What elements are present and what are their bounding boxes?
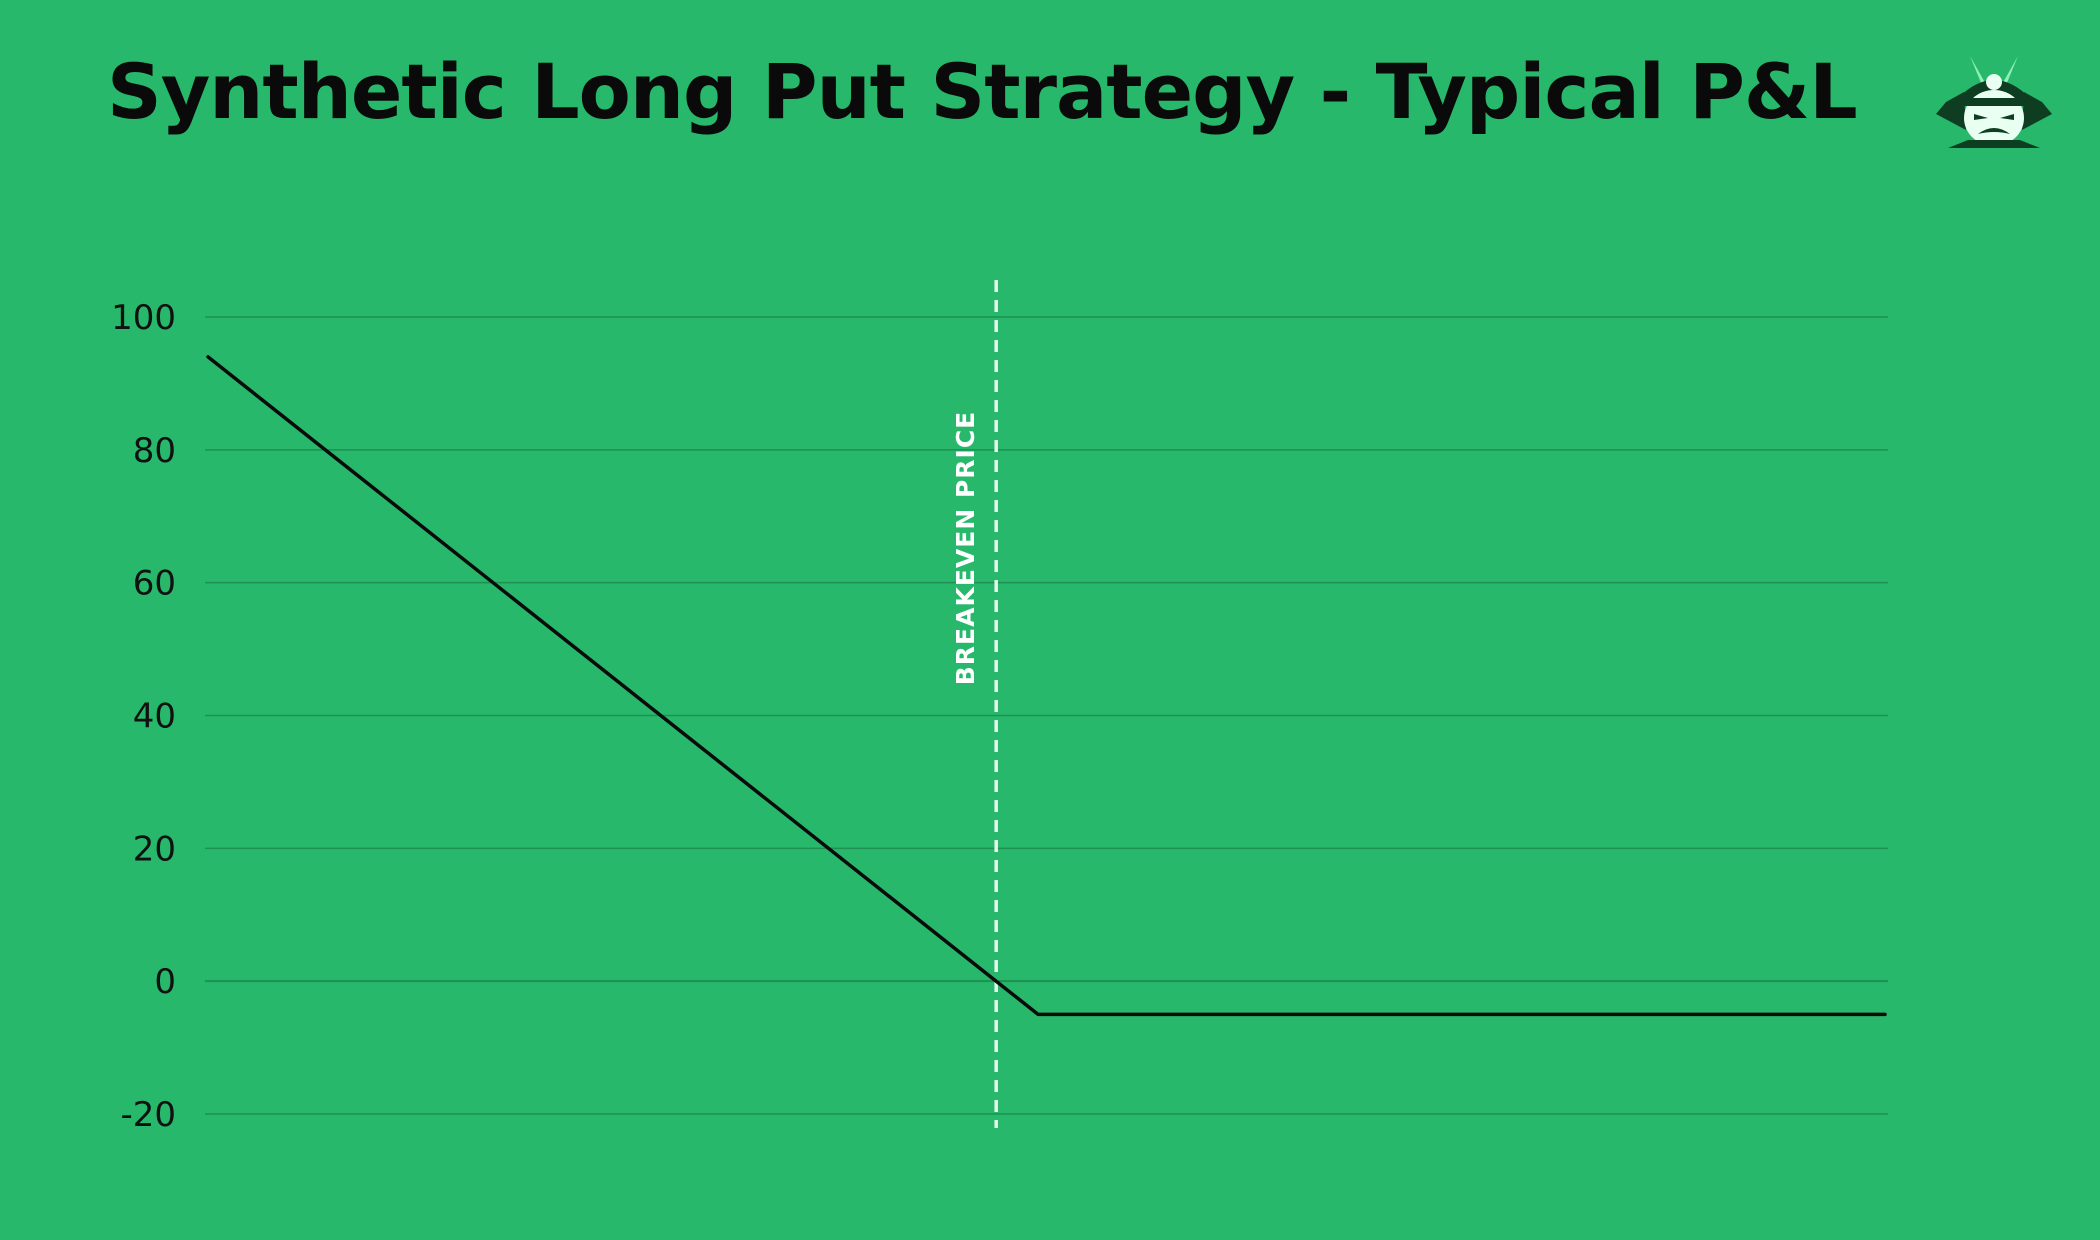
y-tick-label: 80 — [133, 431, 176, 471]
breakeven-label: BREAKEVEN PRICE — [951, 411, 980, 686]
grid-lines — [205, 316, 1888, 1115]
y-tick-label: 60 — [133, 564, 176, 604]
series — [206, 355, 1887, 1017]
y-tick-label: 40 — [133, 697, 176, 737]
y-tick-label: -20 — [120, 1095, 176, 1135]
y-tick-label: 100 — [111, 298, 176, 338]
y-axis-ticks: -20 0 20 40 60 80 100 — [111, 298, 176, 1135]
page-title: Synthetic Long Put Strategy - Typical P&… — [107, 47, 1858, 136]
pnl-series-line — [206, 355, 1887, 1017]
annotations: BREAKEVEN PRICE — [951, 280, 998, 1128]
samurai-mascot-icon — [1936, 56, 2052, 148]
y-tick-label: 20 — [133, 829, 176, 869]
y-tick-label: 0 — [154, 962, 176, 1002]
